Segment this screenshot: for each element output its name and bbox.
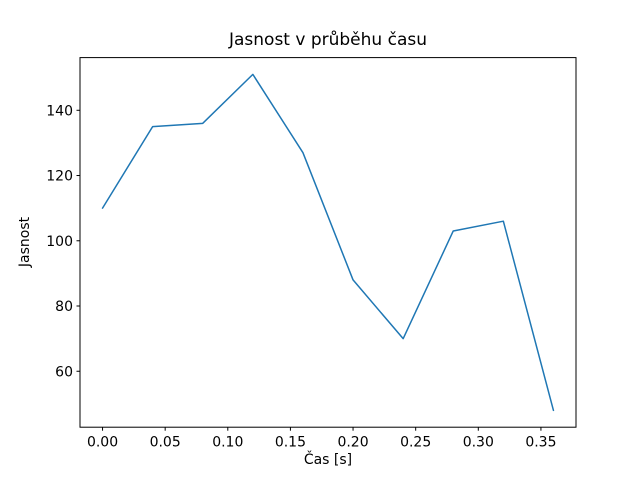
- y-tick-label: 140: [46, 103, 73, 119]
- x-tick-label: 0.30: [463, 435, 494, 451]
- data-series-line: [101, 73, 555, 412]
- y-axis-label: Jasnost: [17, 216, 33, 268]
- x-tick-label: 0.00: [87, 435, 118, 451]
- y-tick-label: 80: [55, 299, 73, 315]
- x-tick-label: 0.05: [150, 435, 181, 451]
- y-tick-label: 60: [55, 364, 73, 380]
- y-tick-label: 120: [46, 169, 73, 185]
- x-tick-label: 0.20: [337, 435, 368, 451]
- series-polyline: [101, 73, 555, 412]
- x-tick-label: 0.10: [212, 435, 243, 451]
- x-tick-label: 0.15: [275, 435, 306, 451]
- chart-title: Jasnost v průběhu času: [228, 30, 427, 50]
- x-tick-label: 0.25: [400, 435, 431, 451]
- x-axis-label: Čas [s]: [304, 450, 352, 468]
- x-tick-label: 0.35: [525, 435, 556, 451]
- y-axis-ticks: 60 80 100 120 140: [46, 103, 80, 380]
- y-tick-label: 100: [46, 234, 73, 250]
- plot-area-frame: [79, 57, 577, 428]
- x-axis-ticks: 0.00 0.05 0.10 0.15 0.20 0.25 0.30 0.35: [87, 427, 557, 451]
